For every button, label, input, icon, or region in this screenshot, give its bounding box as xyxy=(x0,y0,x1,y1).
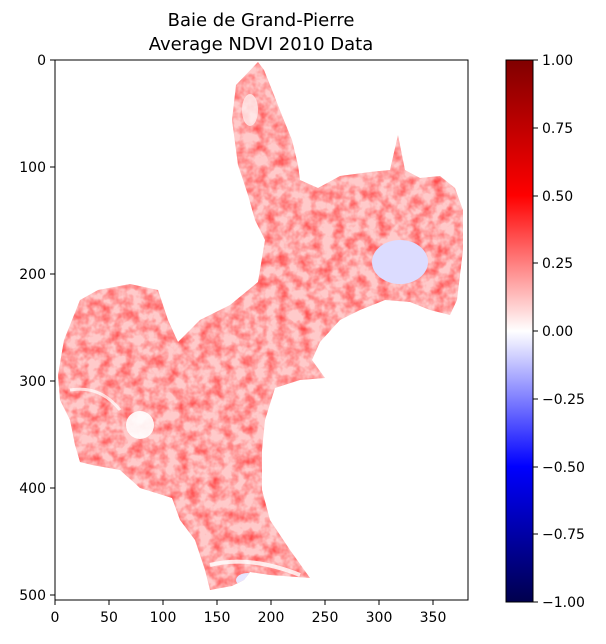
x-tick-label: 300 xyxy=(366,610,393,626)
channel-west xyxy=(69,387,122,411)
colorbar-tick-label: 0.50 xyxy=(542,189,573,205)
colorbar-tick-label: 0.00 xyxy=(542,324,573,340)
colorbar-tick-label: −0.75 xyxy=(542,527,585,543)
chart-title-line-1: Baie de Grand-Pierre xyxy=(168,10,355,31)
x-tick-label: 250 xyxy=(312,610,339,626)
plot-frame xyxy=(54,59,469,601)
x-tick-label: 0 xyxy=(51,610,60,626)
plot-area xyxy=(54,59,469,601)
colorbar-tick-label: 1.00 xyxy=(542,53,573,69)
y-tick-label: 500 xyxy=(19,588,46,604)
colorbar-tick-label: −1.00 xyxy=(542,595,585,611)
x-tick-label: 100 xyxy=(150,610,177,626)
colorbar-tick-label: −0.50 xyxy=(542,460,585,476)
light-patch-west xyxy=(126,411,154,439)
x-tick-label: 50 xyxy=(100,610,118,626)
channel-south xyxy=(209,559,301,577)
y-tick-label: 200 xyxy=(19,267,46,283)
colorbar: 1.00 0.75 0.50 0.25 0.00 −0.25 −0.50 −0.… xyxy=(505,53,585,611)
x-tick-label: 350 xyxy=(420,610,447,626)
x-axis: 0 50 100 150 200 250 300 350 xyxy=(51,600,447,626)
x-tick-label: 200 xyxy=(258,610,285,626)
colorbar-tick-label: −0.25 xyxy=(542,392,585,408)
y-tick-label: 300 xyxy=(19,374,46,390)
x-tick-label: 150 xyxy=(204,610,231,626)
light-patch-north xyxy=(242,94,258,126)
y-tick-label: 400 xyxy=(19,481,46,497)
colorbar-tick-label: 0.75 xyxy=(542,121,573,137)
water-patch-east xyxy=(372,240,428,284)
colorbar-gradient xyxy=(505,59,534,603)
chart-title-line-2: Average NDVI 2010 Data xyxy=(149,34,374,55)
y-tick-label: 0 xyxy=(37,53,46,69)
y-axis: 0 100 200 300 400 500 xyxy=(19,53,55,604)
colorbar-tick-label: 0.25 xyxy=(542,256,573,272)
y-tick-label: 100 xyxy=(19,160,46,176)
